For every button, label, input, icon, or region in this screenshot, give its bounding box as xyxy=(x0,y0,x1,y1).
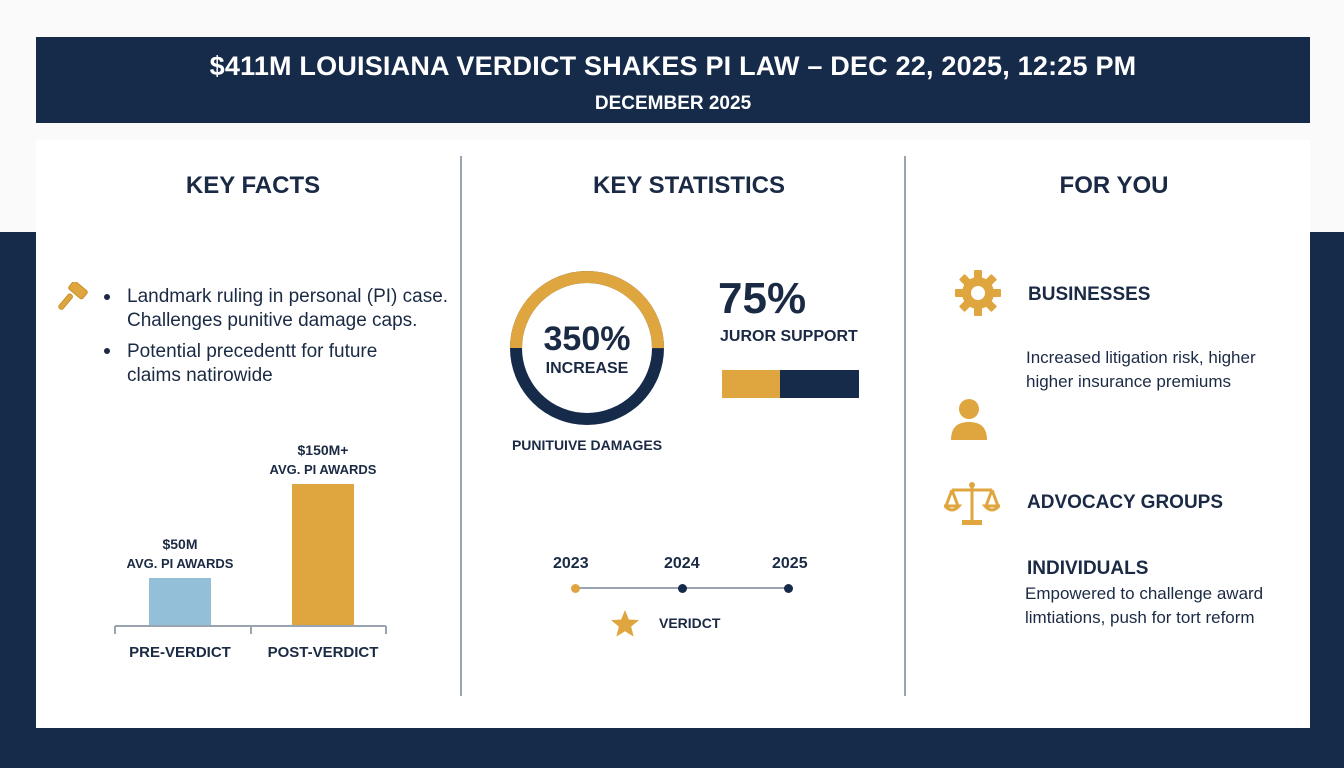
column-divider xyxy=(904,156,906,696)
page-title: $411M LOUISIANA VERDICT SHAKES PI LAW – … xyxy=(209,51,1137,81)
fact-item: Landmark ruling in personal (PI) case. C… xyxy=(127,285,457,333)
column-divider xyxy=(460,156,462,696)
damages-ring-chart xyxy=(510,271,664,425)
timeline-dot xyxy=(678,584,687,593)
award-bar-chart: $50M AVG. PI AWARDS PRE-VERDICT $150M+ AVG. … xyxy=(100,420,400,670)
advocacy-heading: ADVOCACY GROUPS xyxy=(1027,492,1224,513)
timeline-dot xyxy=(571,584,580,593)
businesses-heading: BUSINESSES xyxy=(1028,284,1151,305)
timeline-dot xyxy=(784,584,793,593)
person-icon xyxy=(951,399,987,440)
juror-label: JUROR SUPPORT xyxy=(720,328,858,345)
for-you-title: FOR YOU xyxy=(1059,172,1169,199)
x-axis-label: POST-VERDICT xyxy=(267,644,379,661)
key-statistics-title: KEY STATISTICS xyxy=(592,172,786,199)
verdict-marker-label: VERIDCT xyxy=(659,615,721,631)
juror-progress-fill xyxy=(722,370,780,398)
content-card xyxy=(36,140,1310,728)
fact-item: Potential precedentt for future claims n… xyxy=(127,340,457,388)
ring-value: 350% xyxy=(543,320,631,358)
ring-caption: PUNITUIVE DAMAGES xyxy=(511,437,663,453)
bar-value-label: $150M+ xyxy=(297,442,349,458)
juror-progress-bar xyxy=(722,370,859,398)
bar-chart-svg xyxy=(114,484,387,634)
bar-pre-verdict xyxy=(149,578,211,625)
timeline-year: 2024 xyxy=(664,555,700,572)
description-line: higher insurance premiums xyxy=(1026,372,1232,391)
fact-line: Challenges punitive damage caps. xyxy=(127,310,418,331)
header-banner: $411M LOUISIANA VERDICT SHAKES PI LAW – … xyxy=(36,37,1310,123)
x-axis-label: PRE-VERDICT xyxy=(129,644,231,661)
juror-value: 75% xyxy=(718,274,807,323)
bar-value-label: $50M xyxy=(162,536,198,552)
description-line: Empowered to challenge award xyxy=(1025,584,1264,603)
star-icon xyxy=(611,610,639,637)
ring-label: INCREASE xyxy=(545,360,629,377)
individuals-description: Empowered to challenge award limtiations… xyxy=(1025,582,1305,630)
bar-post-verdict xyxy=(292,484,354,625)
fact-line: Landmark ruling in personal (PI) case. xyxy=(127,286,449,307)
gear-icon xyxy=(955,270,1001,316)
fact-line: claims natirowide xyxy=(127,365,273,386)
bar-sub-label: AVG. PI AWARDS xyxy=(126,556,234,571)
fact-line: Potential precedentt for future xyxy=(127,341,378,362)
timeline-year: 2023 xyxy=(553,555,589,572)
key-facts-title: KEY FACTS xyxy=(185,172,321,199)
scales-icon xyxy=(944,482,1000,525)
bullet xyxy=(104,294,110,300)
bullet xyxy=(104,348,110,354)
description-line: Increased litigation risk, higher xyxy=(1026,348,1256,367)
page-subtitle: DECEMBER 2025 xyxy=(594,93,752,114)
individuals-heading: INDIVIDUALS xyxy=(1027,558,1149,579)
timeline-year: 2025 xyxy=(772,555,808,572)
ring-fill xyxy=(510,271,664,425)
gavel-icon xyxy=(58,282,88,310)
bar-sub-label: AVG. PI AWARDS xyxy=(269,462,377,477)
description-line: limtiations, push for tort reform xyxy=(1025,608,1255,627)
businesses-description: Increased litigation risk, higher higher… xyxy=(1026,346,1296,394)
